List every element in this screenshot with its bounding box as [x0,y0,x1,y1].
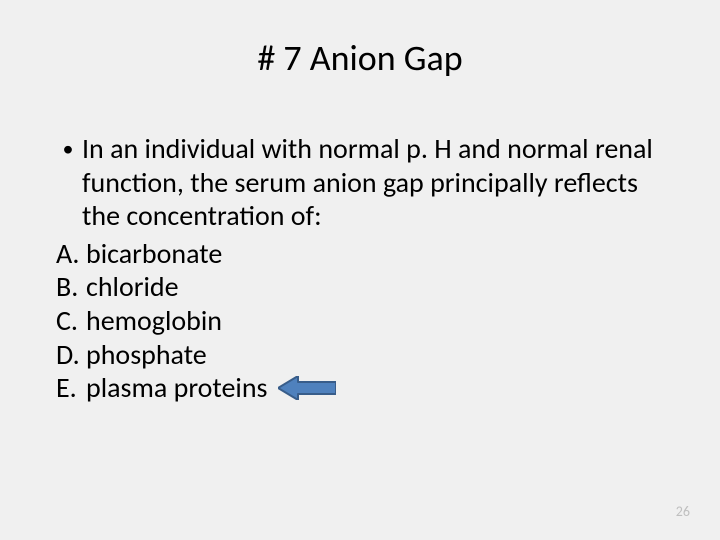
option-letter: A. [54,237,86,271]
option-letter: C. [54,304,86,338]
option-text: chloride [86,270,179,304]
answer-arrow-wrap [278,371,336,405]
page-number: 26 [676,503,690,520]
option-text: phosphate [86,338,207,372]
slide-title: # 7 Anion Gap [50,36,670,80]
option-text: plasma proteins [86,371,268,405]
option-text: bicarbonate [86,237,222,271]
slide-content: • In an individual with normal p. H and … [50,132,670,405]
option-letter: E. [54,371,86,405]
option-letter: B. [54,270,86,304]
option-row: B. chloride [54,270,670,304]
bullet-icon: • [54,132,82,166]
option-row: E. plasma proteins [54,371,670,405]
left-arrow-icon [278,376,336,400]
option-row: D. phosphate [54,338,670,372]
option-text: hemoglobin [86,304,222,338]
question-row: • In an individual with normal p. H and … [54,132,670,233]
option-letter: D. [54,338,86,372]
option-row: A. bicarbonate [54,237,670,271]
question-text: In an individual with normal p. H and no… [82,132,670,233]
slide: # 7 Anion Gap • In an individual with no… [0,0,720,540]
option-row: C. hemoglobin [54,304,670,338]
